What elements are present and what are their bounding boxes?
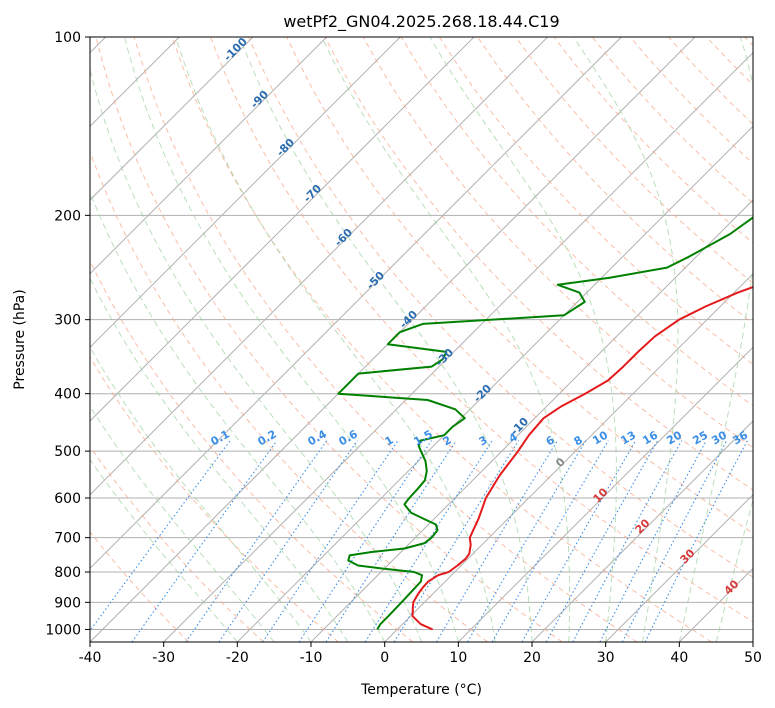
x-tick-label: 20 <box>523 650 541 666</box>
isotherm-line <box>236 125 753 642</box>
isotherm-line <box>90 37 622 570</box>
dry-adiabat <box>515 37 753 284</box>
plot-frame <box>89 36 754 643</box>
mixing-ratio-line <box>435 440 558 642</box>
dry-adiabat <box>133 37 638 642</box>
mixing-ratio-line <box>644 440 748 642</box>
temperature-profile-line <box>411 286 753 631</box>
moist-adiabat <box>715 497 753 642</box>
mixing-ratio-line <box>545 440 659 642</box>
moist-adiabat <box>90 277 349 642</box>
y-tick-label: 200 <box>54 208 81 224</box>
dry-adiabat <box>95 37 563 642</box>
mixing-ratio-line <box>325 440 457 642</box>
moist-adiabat <box>90 405 275 642</box>
isotherm-line <box>605 493 753 642</box>
y-tick-label: 900 <box>54 595 81 611</box>
dry-adiabat <box>90 259 414 642</box>
mixing-ratio-line <box>467 440 587 642</box>
mixing-ratio-line <box>131 440 278 642</box>
y-tick-label: 400 <box>54 387 81 403</box>
mixing-ratio-line <box>572 440 683 642</box>
series-lines <box>337 216 753 631</box>
dry-adiabat <box>90 356 339 642</box>
x-tick-label: 40 <box>670 650 688 666</box>
mixing-ratio-line <box>491 440 609 642</box>
y-tick-label: 600 <box>54 491 81 507</box>
moist-adiabat <box>239 37 533 642</box>
isotherm-line <box>163 51 753 642</box>
y-tick-label: 700 <box>54 531 81 547</box>
isotherm-line <box>384 272 753 642</box>
x-tick-label: 10 <box>449 650 467 666</box>
moist-adiabat <box>175 37 496 642</box>
dry-adiabat <box>286 37 753 534</box>
mixing-ratio-line <box>262 440 399 642</box>
x-tick-label: -30 <box>152 650 175 666</box>
dry-adiabat <box>90 445 264 642</box>
y-tick-label: 1000 <box>45 622 81 638</box>
dry-adiabat <box>90 531 190 642</box>
y-tick-label: 500 <box>54 444 81 460</box>
y-tick-label: 800 <box>54 565 81 581</box>
isotherm-line <box>90 37 254 201</box>
isotherm-line <box>90 37 475 422</box>
x-tick-label: 0 <box>380 650 389 666</box>
isotherm-line <box>531 420 753 642</box>
moist-adiabat <box>124 37 459 642</box>
mixing-ratio-line <box>298 440 432 642</box>
dry-adiabat <box>438 37 753 366</box>
moist-adiabat <box>321 37 571 642</box>
moist-adiabat <box>678 37 753 642</box>
mixing-ratio-line <box>90 440 231 632</box>
background-lines <box>90 37 753 642</box>
chart-title: wetPf2_GN04.2025.268.18.44.C19 <box>283 12 559 32</box>
x-tick-label: -10 <box>300 650 323 666</box>
dry-adiabat <box>400 37 753 407</box>
isotherm-line <box>90 37 328 275</box>
x-tick-label: 50 <box>744 650 762 666</box>
y-axis: 100 200 300 400 500 600 700 800 900 1000 <box>45 30 90 638</box>
mixing-ratio-line <box>364 440 493 642</box>
moist-adiabat <box>573 37 679 642</box>
x-axis: -40 -30 -20 -10 0 10 20 30 40 50 <box>79 642 762 666</box>
mixing-ratio-line <box>521 440 637 642</box>
dry-adiabat <box>171 37 712 642</box>
dry-adiabat <box>248 37 753 578</box>
dry-adiabat <box>210 37 753 623</box>
x-tick-label: -40 <box>79 650 102 666</box>
moist-adiabat <box>90 190 386 642</box>
isotherm-line <box>90 37 401 349</box>
y-axis-title: Pressure (hPa) <box>12 289 28 389</box>
y-tick-label: 300 <box>54 313 81 329</box>
x-tick-label: -20 <box>226 650 249 666</box>
dry-adiabat <box>90 150 488 642</box>
moist-adiabat <box>90 346 312 642</box>
x-axis-title: Temperature (°C) <box>360 682 482 698</box>
mixing-ratio-line <box>393 440 520 642</box>
isotherm-line <box>457 346 753 642</box>
dewpoint-profile-line <box>337 216 753 630</box>
isotherm-line <box>90 37 549 496</box>
y-tick-label: 100 <box>54 30 81 46</box>
x-tick-label: 30 <box>597 650 615 666</box>
moist-adiabat <box>90 458 238 642</box>
mixing-ratio-line <box>185 440 328 642</box>
